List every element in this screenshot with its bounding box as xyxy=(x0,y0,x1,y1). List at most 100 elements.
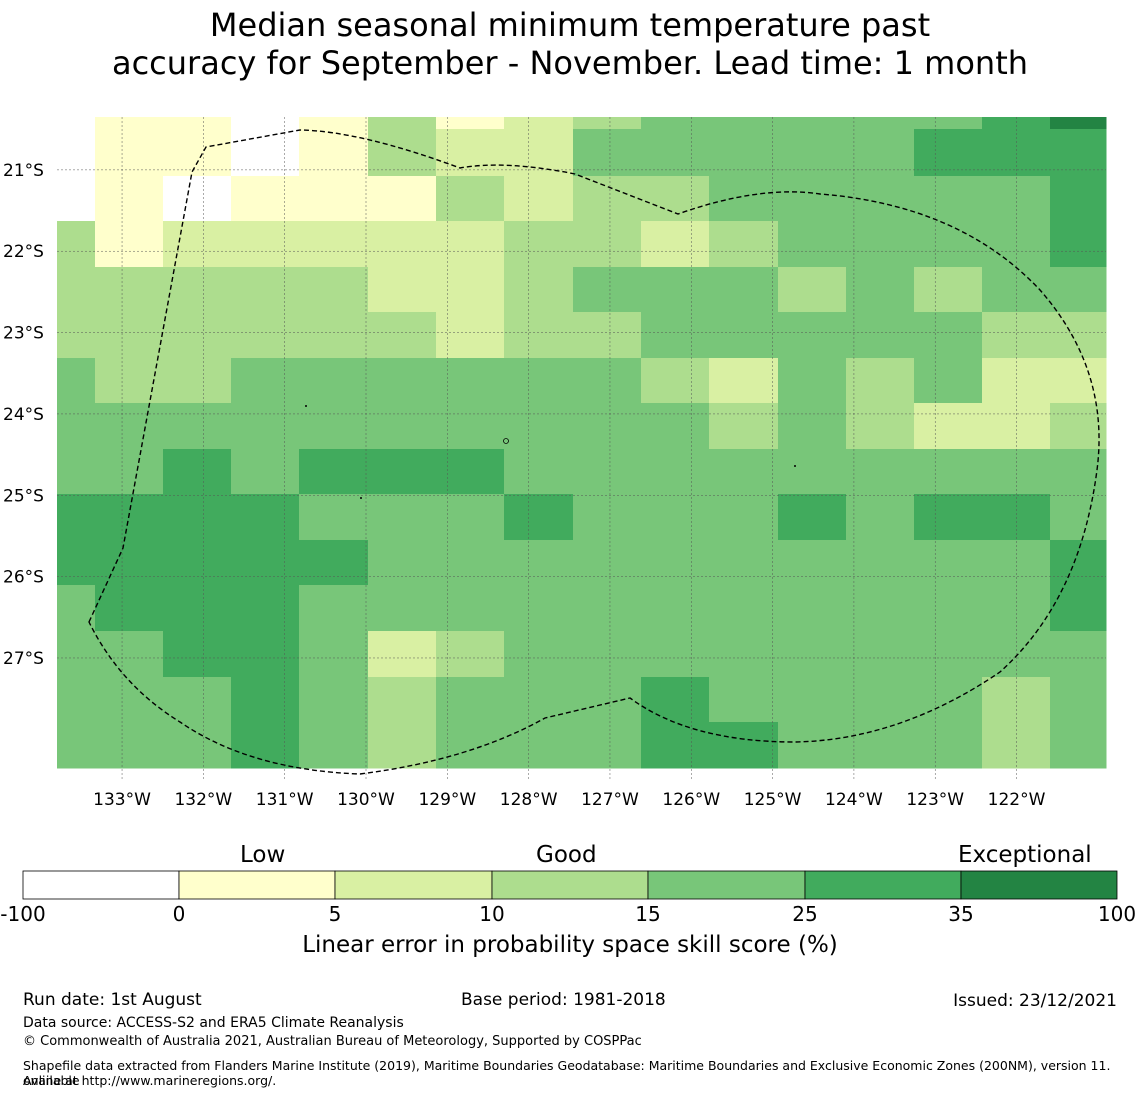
grid-cell xyxy=(231,221,300,268)
grid-cell xyxy=(436,129,505,177)
grid-cell xyxy=(778,129,847,177)
grid-cell xyxy=(95,176,164,222)
grid-cell xyxy=(709,117,779,130)
grid-cell xyxy=(982,494,1051,541)
grid-cell xyxy=(914,312,983,359)
lon-tick-label: 132°W xyxy=(174,790,232,810)
grid-cell xyxy=(504,117,574,130)
grid-cell xyxy=(57,540,96,586)
grid-cell xyxy=(573,540,642,586)
lon-tick-label: 124°W xyxy=(825,790,883,810)
grid-cell xyxy=(914,585,983,632)
grid-cell xyxy=(709,403,779,450)
skill-grid xyxy=(57,117,1107,769)
grid-cell xyxy=(299,449,369,495)
grid-cell xyxy=(504,267,574,313)
grid-cell xyxy=(95,117,164,130)
run-date: Run date: 1st August xyxy=(23,990,202,1010)
grid-cell xyxy=(299,631,369,678)
grid-cell xyxy=(57,449,96,495)
grid-cell xyxy=(778,358,847,404)
grid-cell xyxy=(641,358,710,404)
grid-cell xyxy=(778,449,847,495)
grid-cell xyxy=(709,221,779,268)
grid-cell xyxy=(95,677,164,723)
colorbar xyxy=(22,870,1118,900)
grid-cell xyxy=(299,722,369,769)
colorbar-tick-label: 5 xyxy=(328,902,342,926)
grid-cell xyxy=(778,631,847,678)
grid-cell xyxy=(641,722,710,769)
grid-cell xyxy=(299,312,369,359)
latitude-tick-labels: 21°S 22°S 23°S 24°S 25°S 26°S 27°S xyxy=(3,161,44,669)
grid-cell xyxy=(982,722,1051,769)
chart-title: Median seasonal minimum temperature past… xyxy=(0,6,1140,82)
grid-cell xyxy=(709,540,779,586)
grid-cell xyxy=(982,449,1051,495)
grid-cell xyxy=(1050,722,1107,769)
grid-cell xyxy=(368,585,437,632)
grid-cell xyxy=(573,312,642,359)
grid-cell xyxy=(95,540,164,586)
grid-cell xyxy=(163,403,232,450)
colorbar-swatch xyxy=(491,870,649,900)
grid-cell xyxy=(436,176,505,222)
grid-cell xyxy=(641,267,710,313)
grid-cell xyxy=(778,176,847,222)
grid-cell xyxy=(57,267,96,313)
grid-cell xyxy=(368,631,437,678)
grid-cell xyxy=(436,312,505,359)
grid-cell xyxy=(982,403,1051,450)
grid-cell xyxy=(573,722,642,769)
grid-cell xyxy=(982,129,1051,177)
grid-cell xyxy=(504,722,574,769)
grid-cell xyxy=(709,722,779,769)
colorbar-category-good: Good xyxy=(536,842,597,868)
grid-cell xyxy=(231,722,300,769)
grid-cell xyxy=(573,358,642,404)
grid-cell xyxy=(709,585,779,632)
grid-cell xyxy=(368,677,437,723)
grid-cell xyxy=(1050,449,1107,495)
longitude-tick-labels: 133°W 132°W 131°W 130°W 129°W 128°W 127°W 126°W… xyxy=(93,790,1045,810)
colorbar-tick-label: -100 xyxy=(0,902,46,926)
grid-cell xyxy=(163,631,232,678)
colorbar-tick-label: 0 xyxy=(172,902,186,926)
grid-cell xyxy=(504,494,574,541)
grid-cell xyxy=(299,540,369,586)
grid-cell xyxy=(299,494,369,541)
grid-cell xyxy=(573,677,642,723)
grid-cell xyxy=(709,677,779,723)
grid-cell xyxy=(778,403,847,450)
grid-cell xyxy=(641,585,710,632)
grid-cell xyxy=(504,129,574,177)
grid-cell xyxy=(368,129,437,177)
grid-cell xyxy=(436,117,505,130)
grid-cell xyxy=(299,585,369,632)
grid-cell xyxy=(231,117,300,130)
grid-cell xyxy=(778,677,847,723)
grid-cell xyxy=(299,176,369,222)
grid-cell xyxy=(914,358,983,404)
grid-cell xyxy=(299,267,369,313)
island-marker xyxy=(503,438,509,444)
grid-cell xyxy=(1050,267,1107,313)
grid-cell xyxy=(914,494,983,541)
grid-cell xyxy=(573,403,642,450)
colorbar-tick-label: 25 xyxy=(792,902,818,926)
grid-cell xyxy=(504,176,574,222)
grid-cell xyxy=(504,540,574,586)
grid-cell xyxy=(1050,129,1107,177)
grid-cell xyxy=(368,494,437,541)
colorbar-swatch xyxy=(647,870,806,900)
grid-cell xyxy=(982,312,1051,359)
grid-cell xyxy=(641,540,710,586)
grid-cell xyxy=(299,221,369,268)
grid-cell xyxy=(1050,585,1107,632)
grid-cell xyxy=(778,722,847,769)
grid-cell xyxy=(504,631,574,678)
grid-cell xyxy=(709,176,779,222)
grid-cell xyxy=(846,494,915,541)
data-source: Data source: ACCESS-S2 and ERA5 Climate … xyxy=(23,1015,404,1031)
grid-cell xyxy=(709,358,779,404)
